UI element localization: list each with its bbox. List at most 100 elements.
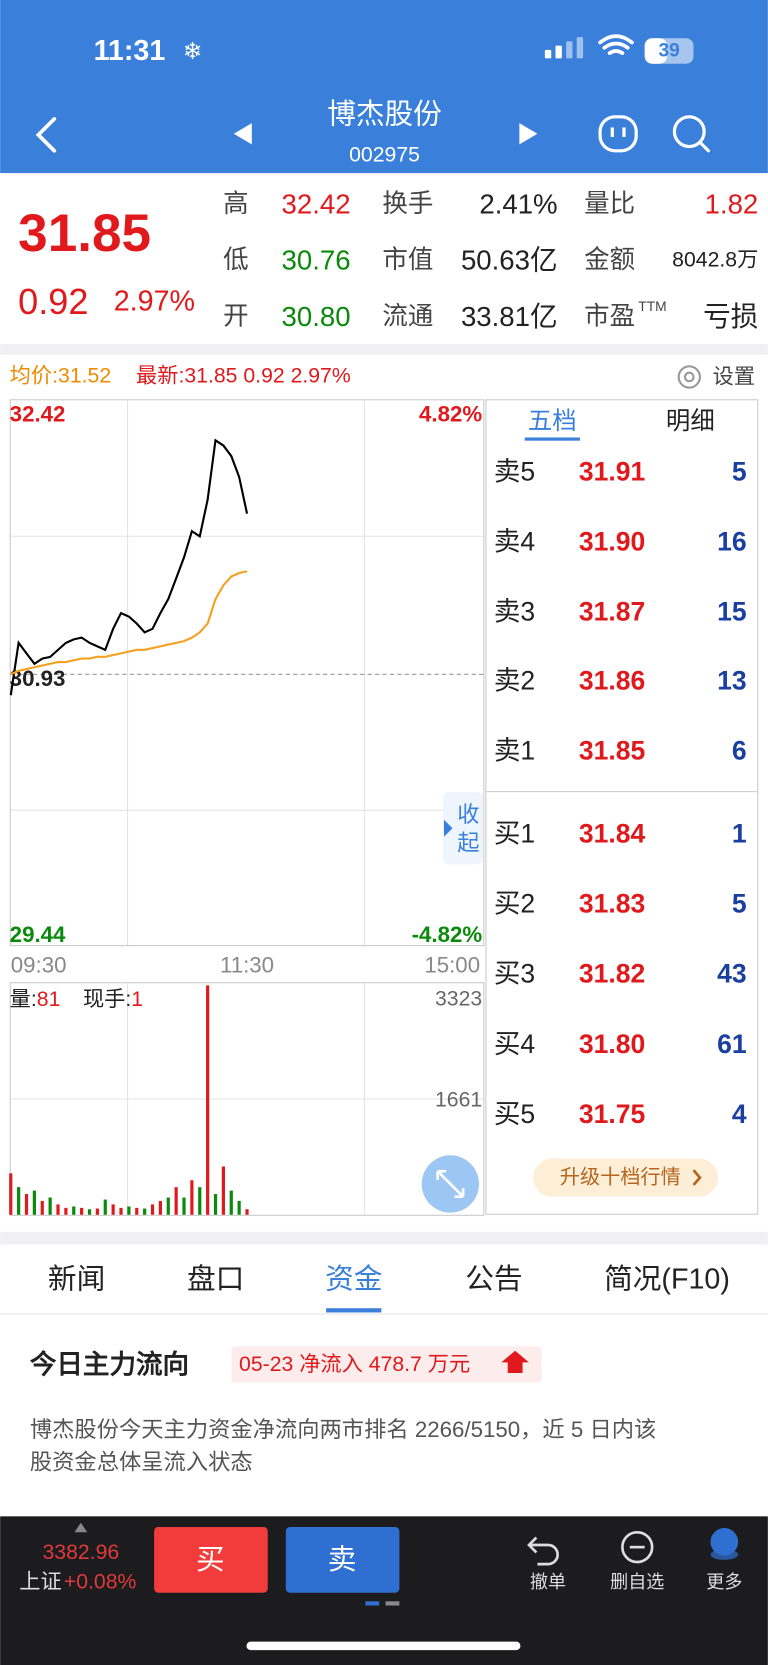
order-label: 买4	[494, 1029, 535, 1059]
buy-text: 买	[196, 1544, 225, 1576]
volume-bar	[190, 1180, 194, 1215]
order-price: 31.91	[579, 456, 646, 486]
tab-underline	[326, 1308, 382, 1313]
last-price: 31.85	[18, 204, 151, 263]
stat-label-text: 金额	[584, 246, 635, 274]
index-value[interactable]: 3382.96	[42, 1541, 119, 1564]
stat-value: 亏损	[703, 301, 758, 332]
x-tick-label: 15:00	[424, 953, 480, 978]
order-label: 买2	[494, 889, 535, 919]
volume-bar	[103, 1199, 107, 1215]
flow-badge: 05-23 净流入 478.7 万元	[239, 1352, 470, 1376]
order-price: 31.85	[579, 736, 646, 766]
order-volume: 4	[732, 1099, 747, 1129]
stat-label-text: 流通	[382, 302, 433, 330]
volume-bar	[24, 1194, 29, 1215]
order-volume: 1	[732, 819, 747, 849]
price-line	[9, 438, 249, 696]
wifi-icon	[598, 34, 634, 55]
order-price: 31.86	[579, 666, 645, 696]
tab[interactable]: 公告	[465, 1264, 522, 1296]
tab-bar: 新闻 盘口 资金 公告 简况(F10)	[48, 1264, 730, 1296]
robot-button[interactable]	[598, 115, 638, 153]
settings-button[interactable]: 设置	[713, 365, 755, 388]
more-icon	[710, 1549, 739, 1560]
order-price: 31.75	[579, 1099, 646, 1129]
stat-value: 8042.8万	[672, 249, 758, 272]
order-label: 卖2	[494, 666, 535, 696]
price-chart-frame	[9, 399, 485, 947]
average-price: 均价:31.52	[10, 363, 111, 387]
order-label: 卖1	[494, 736, 535, 766]
sell-text: 卖	[328, 1544, 357, 1576]
collapse-button[interactable]: 收 起	[442, 792, 484, 865]
flow-desc: 股资金总体呈流入状态	[30, 1450, 253, 1475]
stock-name: 博杰股份	[327, 99, 442, 131]
stat-label-text: 高	[223, 190, 248, 218]
robot-eye	[622, 127, 626, 137]
buy-bg	[154, 1526, 268, 1593]
stat-label: 换手	[382, 190, 433, 218]
volume-value: 81	[37, 988, 61, 1011]
sell-button[interactable]: 卖	[285, 1526, 400, 1593]
separator	[0, 344, 768, 355]
tool-button[interactable]: 删自选	[610, 1572, 664, 1592]
volume-bar	[150, 1204, 155, 1215]
order-tab[interactable]: 明细	[666, 408, 715, 435]
stat-label: 流通	[382, 302, 433, 330]
section-title: 今日主力流向	[30, 1349, 189, 1379]
remove-icon	[621, 1530, 654, 1564]
prev-stock[interactable]	[233, 123, 252, 145]
volume-bar	[237, 1200, 241, 1215]
index-change: +0.08%	[64, 1571, 137, 1594]
flow-desc: 博杰股份今天主力资金净流向两市排名 2266/5150，近 5 日内该	[30, 1417, 656, 1442]
order-volume: 5	[732, 456, 747, 486]
order-price: 31.80	[579, 1029, 645, 1059]
latest-price: 最新:31.85 0.92 2.97%	[136, 363, 351, 387]
search-icon	[672, 115, 706, 149]
tab-underline	[524, 437, 580, 441]
upgrade-button[interactable]: 升级十档行情	[533, 1158, 718, 1197]
order-volume: 13	[717, 666, 747, 696]
volume-bar	[174, 1187, 178, 1215]
search-button[interactable]	[672, 115, 710, 153]
search-icon	[698, 140, 710, 153]
next-stock[interactable]	[519, 123, 538, 145]
volume-info: 量:81 现手:1	[10, 987, 143, 1011]
order-volume: 16	[717, 527, 747, 557]
undo-icon	[527, 1536, 559, 1566]
fullscreen-button[interactable]	[421, 1155, 480, 1213]
tool-button[interactable]: 更多	[706, 1572, 742, 1592]
y-tick-label: 29.44	[10, 922, 66, 947]
index-name: 上证	[19, 1570, 61, 1594]
stat-value: 1.82	[705, 188, 759, 219]
status-icon: ❄	[183, 38, 203, 64]
volume-bar	[158, 1200, 162, 1215]
signal-icon	[544, 37, 584, 59]
x-tick-label: 09:30	[11, 953, 67, 978]
order-volume: 43	[717, 959, 747, 989]
tab[interactable]: 资金	[325, 1264, 382, 1296]
tool-button[interactable]: 撤单	[530, 1572, 566, 1592]
toolbar: 撤单 删自选 更多	[530, 1572, 742, 1592]
battery-text: 39	[658, 40, 679, 61]
order-price: 31.90	[579, 527, 645, 557]
volume-bar	[80, 1207, 84, 1215]
stat-value: 2.41%	[479, 188, 557, 219]
gear-icon[interactable]	[677, 365, 701, 389]
tab[interactable]: 新闻	[48, 1264, 105, 1296]
tab[interactable]: 盘口	[187, 1264, 244, 1296]
buy-button[interactable]: 买	[154, 1526, 268, 1593]
volume-chart-frame	[9, 982, 485, 1216]
order-price: 31.84	[579, 819, 646, 849]
tab[interactable]: 简况(F10)	[604, 1264, 730, 1296]
back-button[interactable]	[35, 117, 57, 153]
more-icon	[710, 1528, 739, 1556]
order-label: 买1	[494, 819, 535, 849]
order-tab-active[interactable]: 五档	[528, 408, 577, 435]
upgrade-text: 升级十档行情	[560, 1166, 681, 1189]
volume-bar	[87, 1209, 92, 1215]
sell-bg	[285, 1526, 400, 1593]
volume-bar	[9, 1173, 13, 1215]
